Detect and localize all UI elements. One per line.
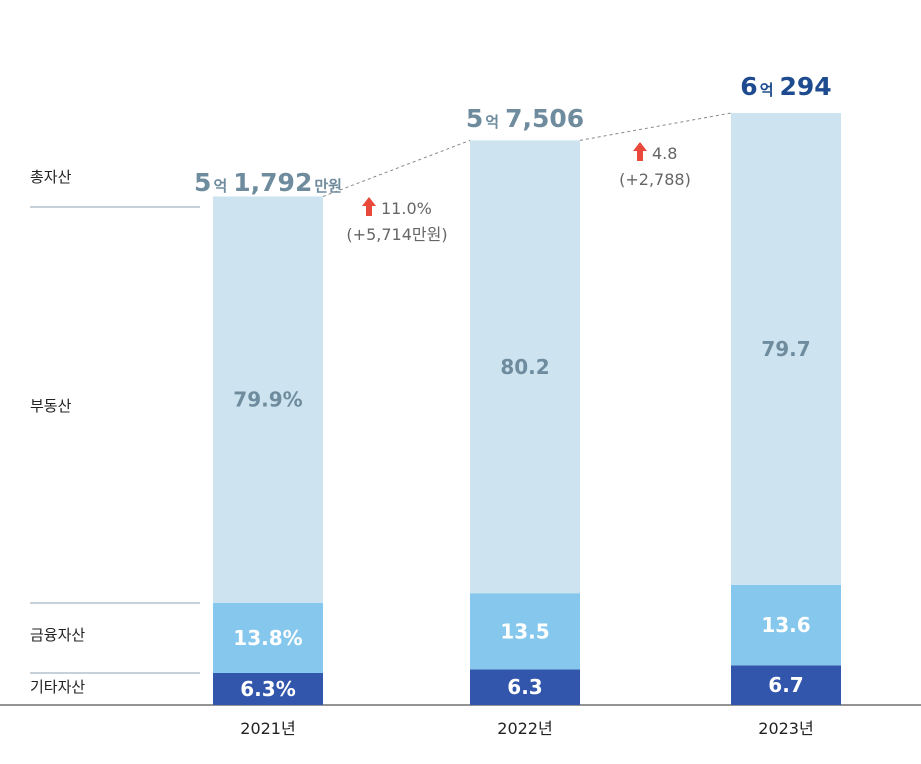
bar-segment (731, 584, 841, 666)
bar-value-label: 79.9% (233, 388, 302, 412)
change-amount-label: (+5,714만원) (346, 225, 447, 244)
x-tick-label: 2023년 (758, 719, 813, 738)
row-label-other-assets: 기타자산 (30, 678, 85, 696)
bar-value-label: 6.3 (507, 675, 542, 699)
bar-segment (470, 140, 580, 594)
total-connector-line (579, 112, 732, 141)
bar-segment (470, 669, 580, 705)
bar-segment (470, 593, 580, 670)
bar-segment (731, 665, 841, 705)
bar-segment (731, 113, 841, 585)
bar-segment (213, 196, 323, 603)
row-label-financial-assets: 금융자산 (30, 626, 85, 644)
bar-segment (213, 672, 323, 705)
row-label-real-estate: 부동산 (30, 397, 72, 415)
total-value-label: 6 억 294 (740, 72, 831, 101)
change-annotation-2023: 4.8 (+2,788) (619, 142, 691, 189)
bar-value-label: 13.6 (761, 613, 810, 637)
x-tick-label: 2021년 (240, 719, 295, 738)
bar-value-label: 6.7 (768, 673, 803, 697)
bars-group: 6.3% 13.8% 79.9% 6.3 13.5 80.2 6.7 13.6 79.7 (213, 113, 841, 705)
x-tick-label: 2022년 (497, 719, 552, 738)
bar-value-label: 13.8% (233, 626, 302, 650)
change-percent-label: 11.0% (381, 199, 432, 218)
up-arrow-icon (362, 197, 376, 216)
bar-segment (213, 602, 323, 673)
bar-value-label: 80.2 (500, 355, 549, 379)
total-value-label: 5 억 1,792 만원 (194, 168, 342, 197)
bar-value-label: 79.7 (761, 337, 810, 361)
total-connector-line (322, 139, 471, 197)
change-annotation-2022: 11.0% (+5,714만원) (346, 197, 448, 244)
change-percent-label: 4.8 (652, 144, 677, 163)
up-arrow-icon (633, 142, 647, 161)
row-label-total-assets: 총자산 (30, 168, 72, 186)
bar-value-label: 6.3% (240, 677, 295, 701)
change-amount-label: (+2,788) (619, 170, 691, 189)
bar-value-label: 13.5 (500, 619, 549, 643)
total-value-label: 5 억 7,506 (466, 104, 584, 133)
